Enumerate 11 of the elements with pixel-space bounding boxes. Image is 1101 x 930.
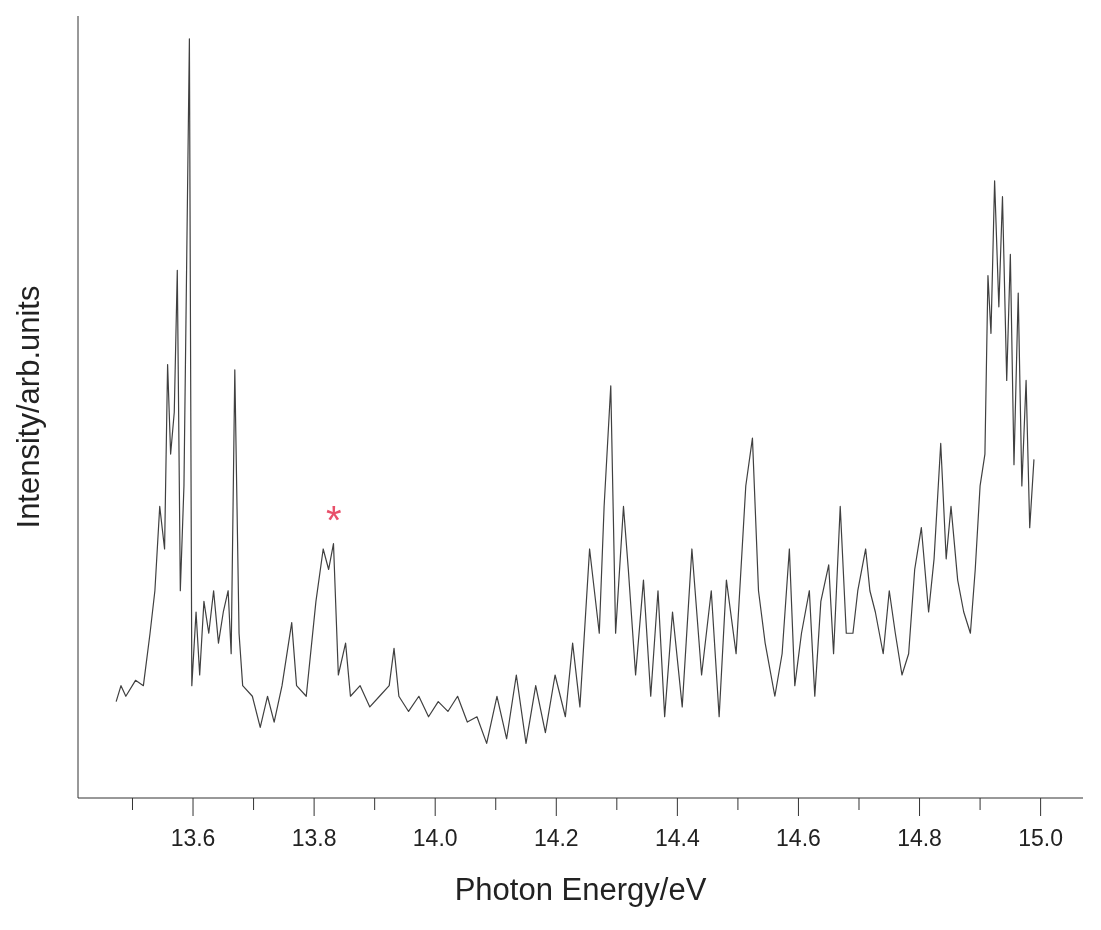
x-tick-label: 14.4 — [654, 825, 700, 851]
x-tick-label: 14.8 — [897, 825, 942, 851]
x-tick-label: 13.6 — [170, 825, 216, 851]
annotation: * — [326, 498, 342, 542]
x-tick-label: 14.2 — [533, 825, 579, 851]
x-axis-title: Photon Energy/eV — [454, 872, 707, 907]
x-tick-label: 15.0 — [1018, 825, 1063, 851]
x-tick-label: 13.8 — [291, 825, 337, 851]
x-tick-label: 14.0 — [412, 825, 458, 851]
y-axis-title: Intensity/arb.units — [11, 285, 47, 529]
x-tick-label: 14.6 — [776, 825, 821, 851]
